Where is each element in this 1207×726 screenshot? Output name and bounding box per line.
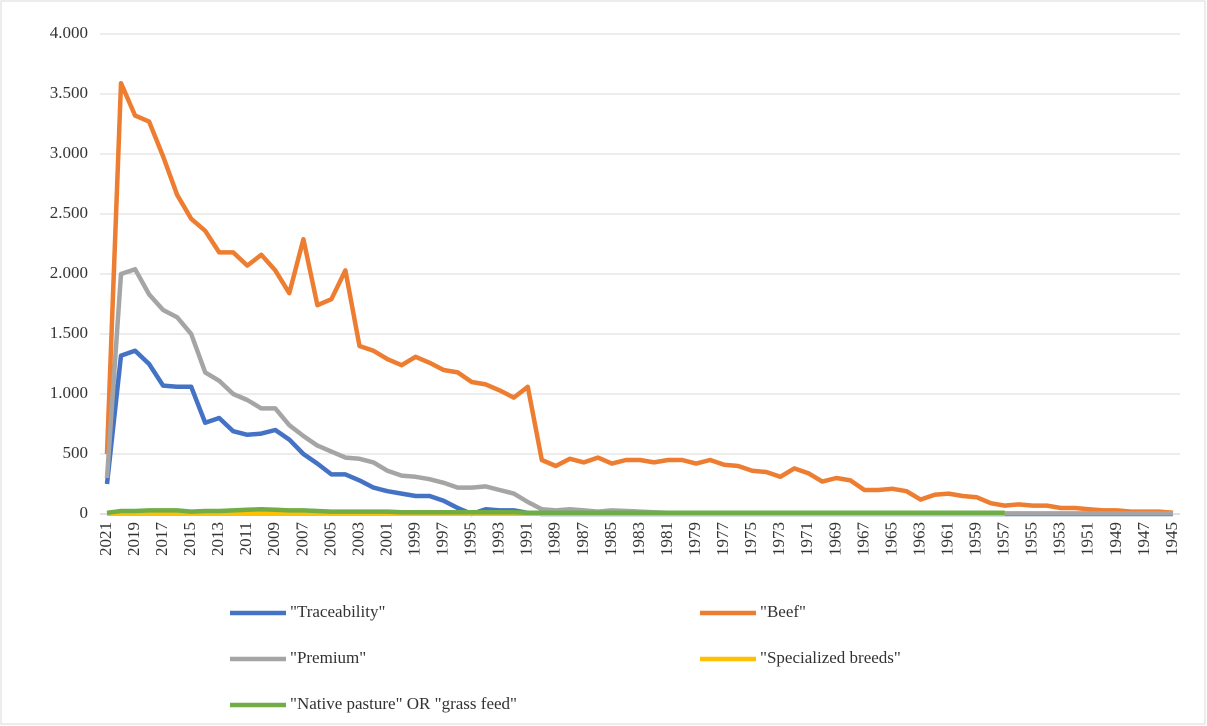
x-tick-label: 2013 — [208, 522, 227, 556]
x-tick-label: 2005 — [320, 522, 339, 556]
x-tick-label: 1997 — [433, 522, 452, 557]
legend-label: "Beef" — [760, 602, 806, 621]
x-tick-label: 1989 — [545, 522, 564, 556]
x-tick-label: 2017 — [152, 522, 171, 557]
x-tick-label: 1983 — [629, 522, 648, 556]
y-tick-label: 4.000 — [50, 23, 88, 42]
x-tick-label: 1999 — [404, 522, 423, 556]
legend-label: "Traceability" — [290, 602, 385, 621]
x-tick-label: 1987 — [573, 522, 592, 557]
x-tick-label: 1975 — [741, 522, 760, 556]
x-tick-label: 1957 — [994, 522, 1013, 557]
series-line — [106, 506, 1005, 516]
x-tick-label: 2015 — [180, 522, 199, 556]
series-line — [104, 80, 1174, 516]
x-tick-label: 1947 — [1134, 522, 1153, 557]
x-tick-label: 1971 — [797, 522, 816, 556]
x-tick-label: 1981 — [657, 522, 676, 556]
y-tick-label: 500 — [63, 443, 89, 462]
x-tick-label: 1959 — [966, 522, 985, 556]
legend-label: "Native pasture" OR "grass feed" — [290, 694, 517, 713]
legend-label: "Premium" — [290, 648, 366, 667]
x-tick-label: 2021 — [96, 522, 115, 556]
legend-label: "Specialized breeds" — [760, 648, 901, 667]
x-tick-label: 1953 — [1050, 522, 1069, 556]
x-tick-label: 1969 — [825, 522, 844, 556]
x-tick-label: 1979 — [685, 522, 704, 556]
y-tick-label: 3.500 — [50, 83, 88, 102]
y-tick-label: 0 — [80, 503, 89, 522]
x-tick-label: 2001 — [376, 522, 395, 556]
x-tick-label: 1985 — [601, 522, 620, 556]
x-tick-label: 1995 — [461, 522, 480, 556]
x-tick-label: 1961 — [937, 522, 956, 556]
x-tick-label: 1963 — [909, 522, 928, 556]
x-tick-label: 1973 — [769, 522, 788, 556]
x-tick-label: 1993 — [489, 522, 508, 556]
y-tick-label: 1.000 — [50, 383, 88, 402]
y-tick-label: 2.500 — [50, 203, 88, 222]
x-tick-label: 1945 — [1162, 522, 1181, 556]
x-tick-label: 2007 — [292, 522, 311, 557]
x-tick-label: 1991 — [517, 522, 536, 556]
x-tick-label: 2003 — [348, 522, 367, 556]
x-tick-label: 1977 — [713, 522, 732, 557]
x-tick-label: 1949 — [1106, 522, 1125, 556]
y-tick-label: 2.000 — [50, 263, 88, 282]
x-tick-label: 1967 — [853, 522, 872, 557]
y-tick-label: 3.000 — [50, 143, 88, 162]
x-tick-label: 2019 — [124, 522, 143, 556]
x-tick-label: 1965 — [881, 522, 900, 556]
y-tick-label: 1.500 — [50, 323, 88, 342]
x-tick-label: 1955 — [1022, 522, 1041, 556]
x-tick-label: 2009 — [264, 522, 283, 556]
x-tick-label: 1951 — [1078, 522, 1097, 556]
x-tick-label: 2011 — [236, 522, 255, 555]
